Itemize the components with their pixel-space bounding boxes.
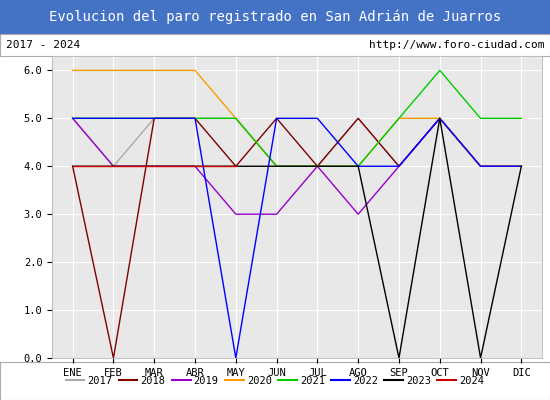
Text: Evolucion del paro registrado en San Adrián de Juarros: Evolucion del paro registrado en San Adr… (49, 10, 501, 24)
Text: http://www.foro-ciudad.com: http://www.foro-ciudad.com (369, 40, 544, 50)
Text: 2017 - 2024: 2017 - 2024 (6, 40, 80, 50)
Legend: 2017, 2018, 2019, 2020, 2021, 2022, 2023, 2024: 2017, 2018, 2019, 2020, 2021, 2022, 2023… (62, 372, 488, 390)
